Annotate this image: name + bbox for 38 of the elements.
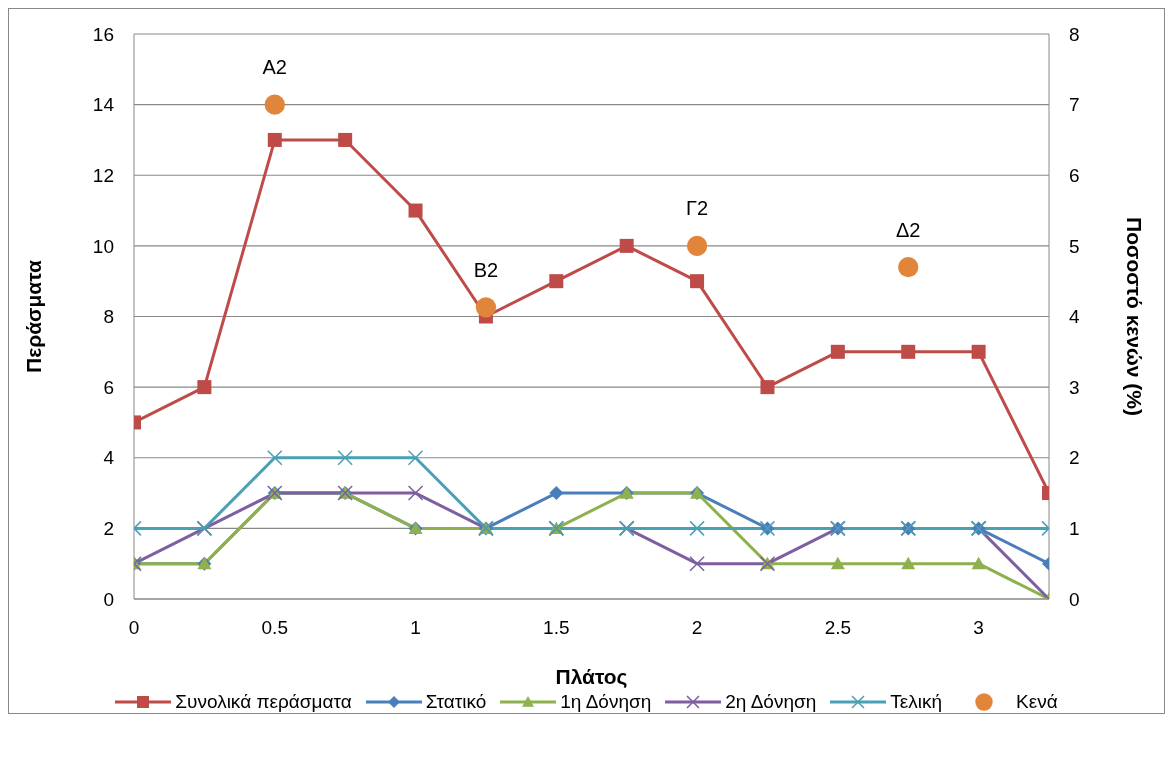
- legend-label: Στατικό: [425, 691, 487, 713]
- legend-label: 2η Δόνηση: [725, 691, 817, 713]
- x-tick-label: 1: [410, 617, 421, 639]
- legend-label: Τελική: [890, 691, 943, 713]
- y2-tick-label: 3: [1069, 376, 1080, 398]
- legend-label: Συνολικά περάσματα: [175, 691, 352, 713]
- x-tick-label: 2.5: [824, 617, 852, 639]
- data-label: Α2: [262, 56, 287, 79]
- legend-label: Κενά: [1016, 691, 1058, 713]
- y-tick-label: 2: [103, 518, 114, 540]
- y2-tick-label: 8: [1069, 23, 1080, 45]
- y-tick-label: 6: [103, 376, 114, 398]
- y2-tick-label: 6: [1069, 164, 1080, 186]
- x-axis-title: Πλάτος: [555, 665, 628, 689]
- y2-tick-label: 1: [1069, 518, 1080, 540]
- y2-tick-label: 7: [1069, 94, 1080, 116]
- y-tick-label: 16: [92, 23, 114, 45]
- y-tick-label: 10: [92, 235, 114, 257]
- y-tick-label: 0: [103, 588, 114, 610]
- data-label: Β2: [473, 258, 499, 281]
- x-tick-label: 0: [128, 617, 140, 639]
- data-label: Γ2: [686, 197, 709, 220]
- y-axis-title: Περάσματα: [22, 259, 46, 373]
- x-tick-label: 2: [691, 617, 703, 639]
- y2-tick-label: 4: [1069, 306, 1080, 328]
- x-tick-label: 0.5: [261, 617, 288, 639]
- x-tick-label: 1.5: [543, 617, 570, 639]
- x-tick-label: 3: [973, 617, 984, 639]
- y-tick-label: 14: [92, 94, 115, 116]
- y2-tick-label: 2: [1069, 447, 1080, 469]
- y-tick-label: 8: [103, 306, 114, 328]
- legend-label: 1η Δόνηση: [560, 691, 652, 713]
- y2-tick-label: 0: [1069, 588, 1080, 610]
- y-tick-label: 4: [103, 447, 115, 469]
- y2-axis-title: Ποσοστό κενών (%): [1122, 217, 1146, 416]
- data-label: Δ2: [895, 218, 921, 241]
- y2-tick-label: 5: [1069, 235, 1080, 257]
- y-tick-label: 12: [92, 164, 114, 186]
